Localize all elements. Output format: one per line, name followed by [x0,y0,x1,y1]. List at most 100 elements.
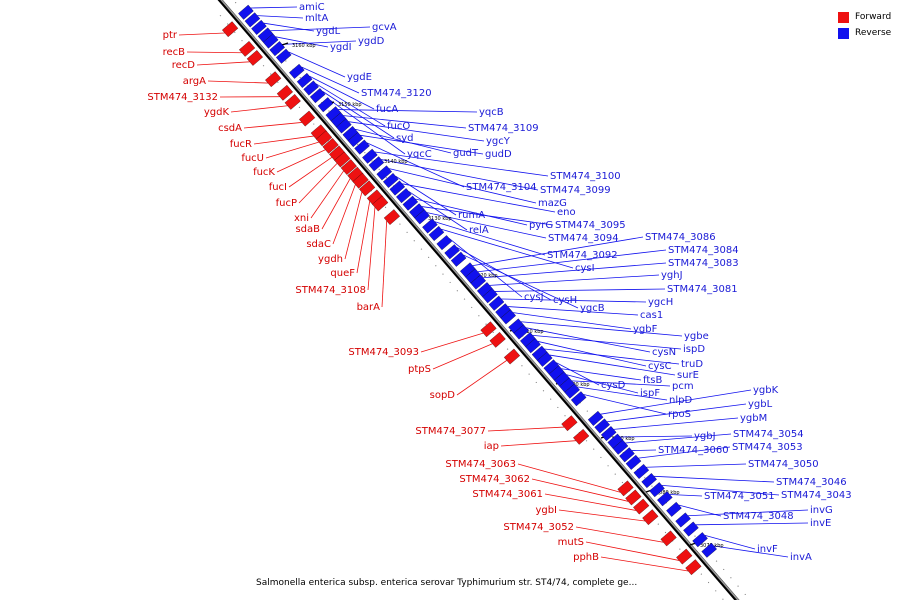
forward-gene [633,498,650,515]
forward-gene-label: fucK [253,167,275,178]
forward-leader [420,332,484,353]
reverse-gene-label: ygbF [633,324,658,335]
reverse-leader [338,109,478,113]
forward-gene [315,130,333,147]
reverse-leader [441,228,574,269]
scale-dot [535,381,537,384]
reverse-leader [507,306,639,316]
forward-gene-label: STM474_3061 [472,489,543,500]
forward-gene-label: STM474_3093 [348,347,419,358]
scale-dot [328,110,330,112]
reverse-leader [282,40,357,45]
forward-gene-label: fucU [241,153,264,164]
reverse-leader [532,334,682,350]
reverse-leader [571,380,671,387]
scale-dot [600,456,602,459]
scale-dot [285,60,287,62]
reverse-gene-label: invF [757,544,778,555]
forward-gene-label: fucP [276,198,297,209]
reverse-leader [374,151,549,177]
reverse-gene-label: STM474_3051 [704,491,775,502]
reverse-gene-label: cysN [652,347,676,358]
reverse-gene-label: yqcB [479,107,504,118]
tick-label: 3110 kbp [520,329,544,335]
reverse-gene [336,118,352,134]
reverse-leader [366,142,465,188]
forward-leader [456,360,507,396]
reverse-gene [513,324,530,340]
forward-gene [660,530,677,547]
reverse-gene-label: STM474_3081 [667,284,738,295]
reverse-gene-label: ygcB [580,303,605,314]
forward-gene [503,348,521,365]
tick-label: 3150 kbp [338,102,362,108]
reverse-gene [317,97,334,113]
forward-leader [230,105,288,113]
reverse-leader [669,494,703,497]
forward-gene [265,71,282,88]
reverse-gene-label: STM474_3109 [468,123,539,134]
forward-gene [284,94,301,110]
reverse-leader [566,374,639,394]
forward-gene [222,21,239,38]
forward-leader [321,178,351,230]
forward-gene [573,428,590,445]
scale-dot [528,373,530,375]
forward-leader [487,426,565,432]
scale-dot [385,177,387,179]
forward-leader [531,478,629,502]
scale-dot [235,2,237,4]
scale-dot [299,77,301,79]
reverse-leader [257,15,304,19]
forward-leader [500,440,576,447]
reverse-gene [402,195,419,211]
reverse-gene-label: STM474_3053 [732,442,803,453]
scale-dot [701,543,703,546]
reverse-leader [577,386,668,401]
forward-gene-label: STM474_3132 [147,92,218,103]
forward-leader [178,32,225,36]
reverse-gene-label: invE [810,518,831,529]
forward-leader [265,141,319,159]
scale-dot [715,590,717,592]
scale-dot [621,481,624,484]
reverse-gene [619,447,635,463]
reverse-gene-label: STM474_3048 [723,511,794,522]
reverse-gene-label: eno [557,207,576,218]
forward-gene [625,489,642,506]
genome-backbone-shade [220,0,740,600]
reverse-leader [583,394,667,415]
reverse-leader [426,212,547,239]
scale-dot [313,123,315,125]
scale-dot [651,485,653,487]
reverse-gene-label: cysI [575,263,595,274]
scale-dot [737,585,739,587]
reverse-leader [421,206,554,226]
reverse-gene-label: cysH [553,295,577,306]
forward-gene [676,548,693,565]
reverse-gene [692,532,708,548]
forward-leader [207,80,268,84]
reverse-gene-label: STM474_3083 [668,258,739,269]
reverse-leader [415,198,528,226]
scale-dot [607,465,609,467]
reverse-gene [537,351,553,367]
reverse-gene-label: truD [681,359,703,370]
scale-dot [679,548,681,550]
reverse-gene-label: rumA [458,210,485,221]
scale-dot [492,331,494,334]
reverse-gene [309,88,326,104]
reverse-gene [649,482,665,498]
forward-gene-label: ygdh [318,254,343,265]
reverse-leader [389,168,537,204]
reverse-leader [561,368,642,381]
scale-dot [364,152,366,154]
scale-dot [428,256,430,259]
forward-gene [642,509,659,526]
forward-leader [288,156,333,188]
gene-labels: ptr recB recD argA STM474_3132 ygdK csdA fucR fu… [147,2,851,563]
reverse-gene-label: rpoS [668,409,691,420]
reverse-leader [714,545,789,558]
reverse-gene-label: ygcH [648,297,673,308]
reverse-gene-label: STM474_3084 [668,245,739,256]
